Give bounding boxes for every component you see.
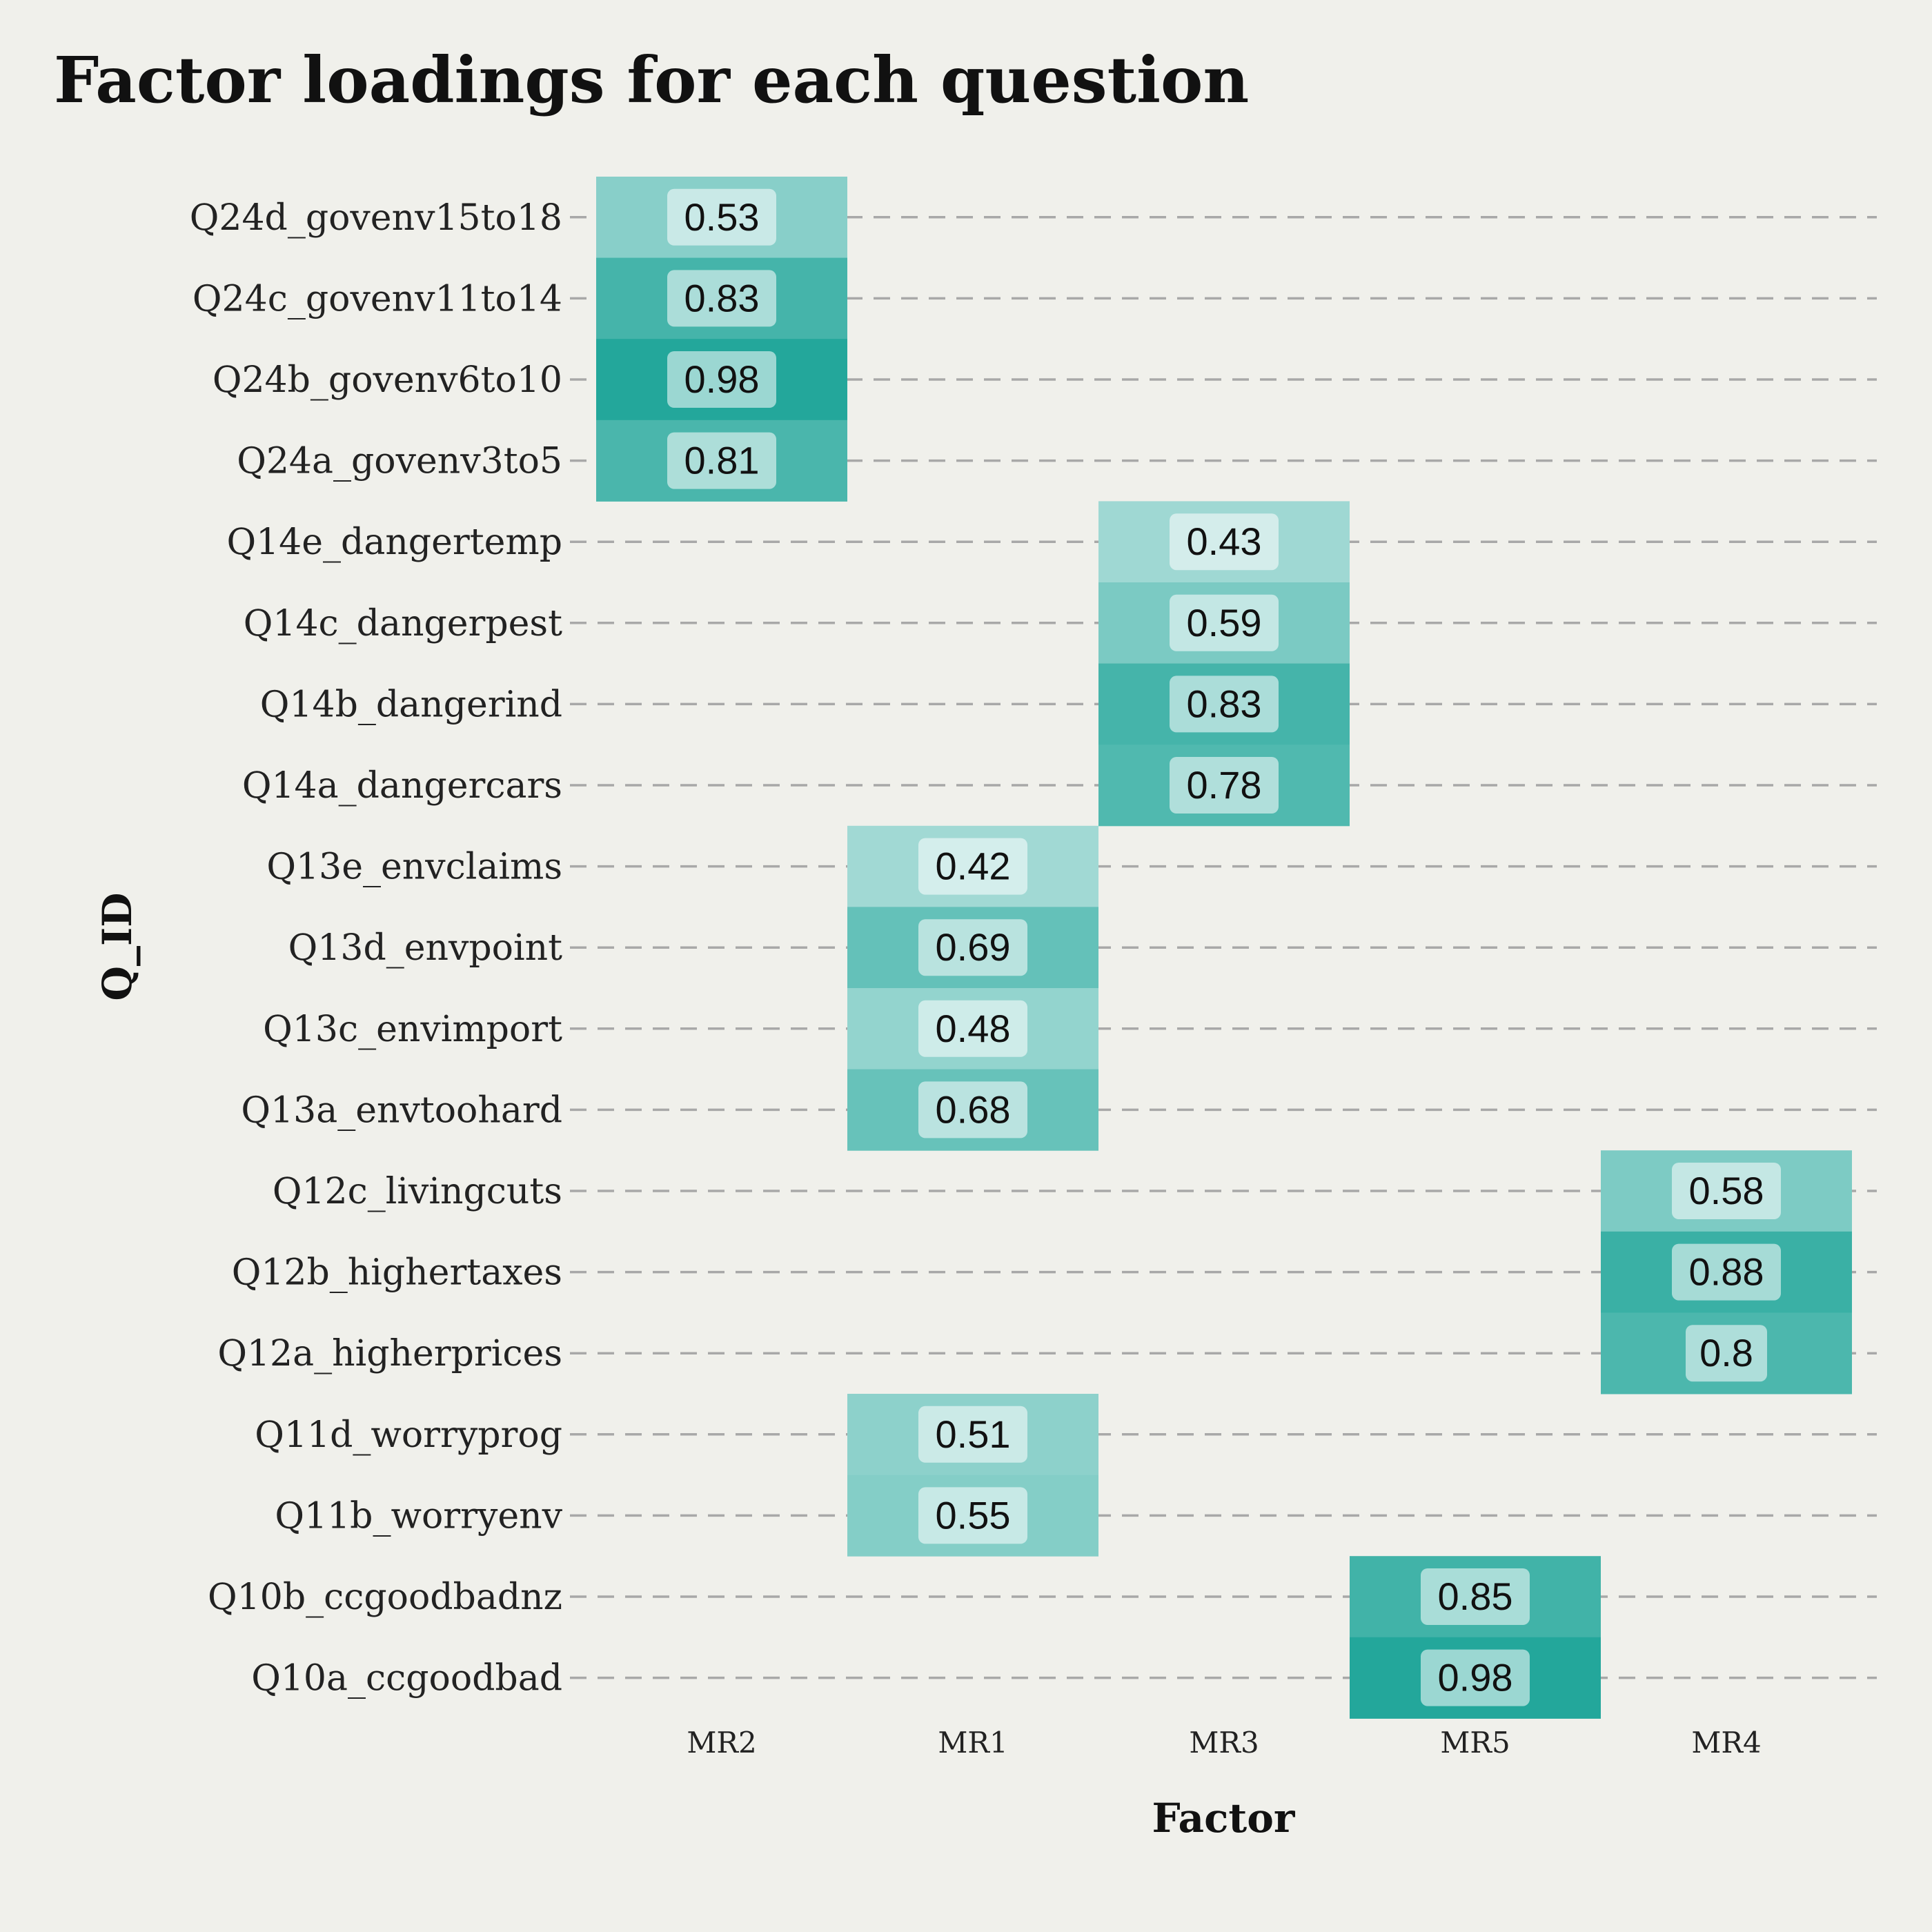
value-label-Q10b_ccgoodbadnz: 0.85	[1438, 1575, 1513, 1618]
y-tick-label-Q11b_worryenv: Q11b_worryenv	[275, 1495, 562, 1537]
chart-title: Factor loadings for each question	[54, 43, 1249, 117]
x-tick-label-MR5: MR5	[1440, 1726, 1510, 1759]
y-tick-label-Q12c_livingcuts: Q12c_livingcuts	[273, 1171, 562, 1212]
value-label-bg-Q13a_envtoohard	[918, 1081, 1027, 1138]
value-label-Q14e_dangertemp: 0.43	[1187, 520, 1262, 563]
value-label-bg-Q24d_govenv15to18	[667, 188, 776, 246]
y-axis-title: Q_ID	[94, 893, 141, 1001]
y-tick-label-Q24a_govenv3to5: Q24a_govenv3to5	[237, 441, 562, 482]
y-tick-label-Q14a_dangercars: Q14a_dangercars	[242, 765, 562, 807]
value-label-bg-Q14e_dangertemp	[1170, 513, 1279, 571]
y-tick-label-Q14c_dangerpest: Q14c_dangerpest	[244, 603, 562, 644]
y-tick-label-Q14b_dangerind: Q14b_dangerind	[260, 684, 562, 725]
value-label-Q14b_dangerind: 0.83	[1187, 682, 1262, 725]
value-label-bg-Q24c_govenv11to14	[667, 270, 776, 327]
y-tick-label-Q12b_highertaxes: Q12b_highertaxes	[232, 1252, 562, 1294]
x-tick-label-MR3: MR3	[1189, 1726, 1259, 1759]
heatmap-cells: 0.53 0.83 0.98 0.81 0.43 0.59 0.83 0.78 0.42 0.69…	[596, 177, 1852, 1719]
x-tick-label-MR1: MR1	[938, 1726, 1007, 1759]
value-label-bg-Q12a_higherprices	[1686, 1325, 1767, 1382]
value-label-Q11d_worryprog: 0.51	[936, 1412, 1011, 1456]
gridlines	[570, 216, 1877, 1679]
y-tick-label-Q14e_dangertemp: Q14e_dangertemp	[226, 522, 562, 563]
value-label-Q13e_envclaims: 0.42	[936, 845, 1011, 888]
y-tick-label-Q13a_envtoohard: Q13a_envtoohard	[241, 1090, 562, 1131]
value-label-Q12b_highertaxes: 0.88	[1689, 1250, 1764, 1294]
value-label-Q13c_envimport: 0.48	[936, 1007, 1011, 1050]
value-label-Q13d_envpoint: 0.69	[936, 925, 1011, 969]
y-tick-label-Q13e_envclaims: Q13e_envclaims	[266, 847, 562, 888]
value-label-Q24b_govenv6to10: 0.98	[684, 357, 760, 401]
y-tick-label-Q13d_envpoint: Q13d_envpoint	[288, 927, 562, 969]
value-label-Q12a_higherprices: 0.8	[1699, 1331, 1753, 1374]
value-label-bg-Q13d_envpoint	[918, 919, 1027, 976]
y-tick-label-Q24b_govenv6to10: Q24b_govenv6to10	[213, 359, 562, 401]
value-label-bg-Q10a_ccgoodbad	[1421, 1649, 1530, 1706]
value-label-Q24c_govenv11to14: 0.83	[684, 276, 760, 319]
value-label-bg-Q10b_ccgoodbadnz	[1421, 1568, 1530, 1625]
value-label-Q11b_worryenv: 0.55	[936, 1493, 1011, 1537]
value-label-bg-Q12b_highertaxes	[1672, 1243, 1781, 1301]
y-tick-label-Q11d_worryprog: Q11d_worryprog	[255, 1414, 562, 1456]
value-label-Q12c_livingcuts: 0.58	[1689, 1169, 1764, 1212]
y-tick-labels: Q24d_govenv15to18 Q24c_govenv11to14 Q24b_g…	[190, 197, 563, 1699]
y-tick-label-Q13c_envimport: Q13c_envimport	[263, 1009, 562, 1050]
value-label-bg-Q12c_livingcuts	[1672, 1163, 1781, 1219]
value-label-bg-Q24b_govenv6to10	[667, 351, 776, 408]
value-label-bg-Q24a_govenv3to5	[667, 432, 776, 489]
x-tick-labels: MR2 MR1 MR3 MR5 MR4	[687, 1726, 1761, 1759]
value-label-bg-Q11d_worryprog	[918, 1406, 1027, 1463]
value-label-bg-Q13c_envimport	[918, 1000, 1027, 1057]
y-tick-label-Q24d_govenv15to18: Q24d_govenv15to18	[190, 197, 562, 239]
value-label-Q14c_dangerpest: 0.59	[1187, 601, 1262, 644]
y-tick-label-Q24c_govenv11to14: Q24c_govenv11to14	[193, 278, 562, 319]
value-label-bg-Q14c_dangerpest	[1170, 594, 1279, 651]
y-tick-label-Q12a_higherprices: Q12a_higherprices	[217, 1333, 562, 1374]
y-tick-label-Q10a_ccgoodbad: Q10a_ccgoodbad	[251, 1658, 562, 1699]
value-label-Q24d_govenv15to18: 0.53	[684, 195, 760, 239]
value-label-bg-Q14a_dangercars	[1170, 757, 1279, 814]
x-axis-title: Factor	[1152, 1795, 1296, 1842]
value-label-Q14a_dangercars: 0.78	[1187, 763, 1262, 807]
value-label-bg-Q11b_worryenv	[918, 1487, 1027, 1544]
value-label-Q13a_envtoohard: 0.68	[936, 1087, 1011, 1131]
value-label-bg-Q14b_dangerind	[1170, 676, 1279, 733]
value-label-Q24a_govenv3to5: 0.81	[684, 439, 760, 482]
y-tick-label-Q10b_ccgoodbadnz: Q10b_ccgoodbadnz	[208, 1577, 562, 1618]
x-tick-label-MR2: MR2	[687, 1726, 756, 1759]
x-tick-label-MR4: MR4	[1691, 1726, 1761, 1759]
value-label-bg-Q13e_envclaims	[918, 838, 1027, 895]
value-label-Q10a_ccgoodbad: 0.98	[1438, 1656, 1513, 1699]
